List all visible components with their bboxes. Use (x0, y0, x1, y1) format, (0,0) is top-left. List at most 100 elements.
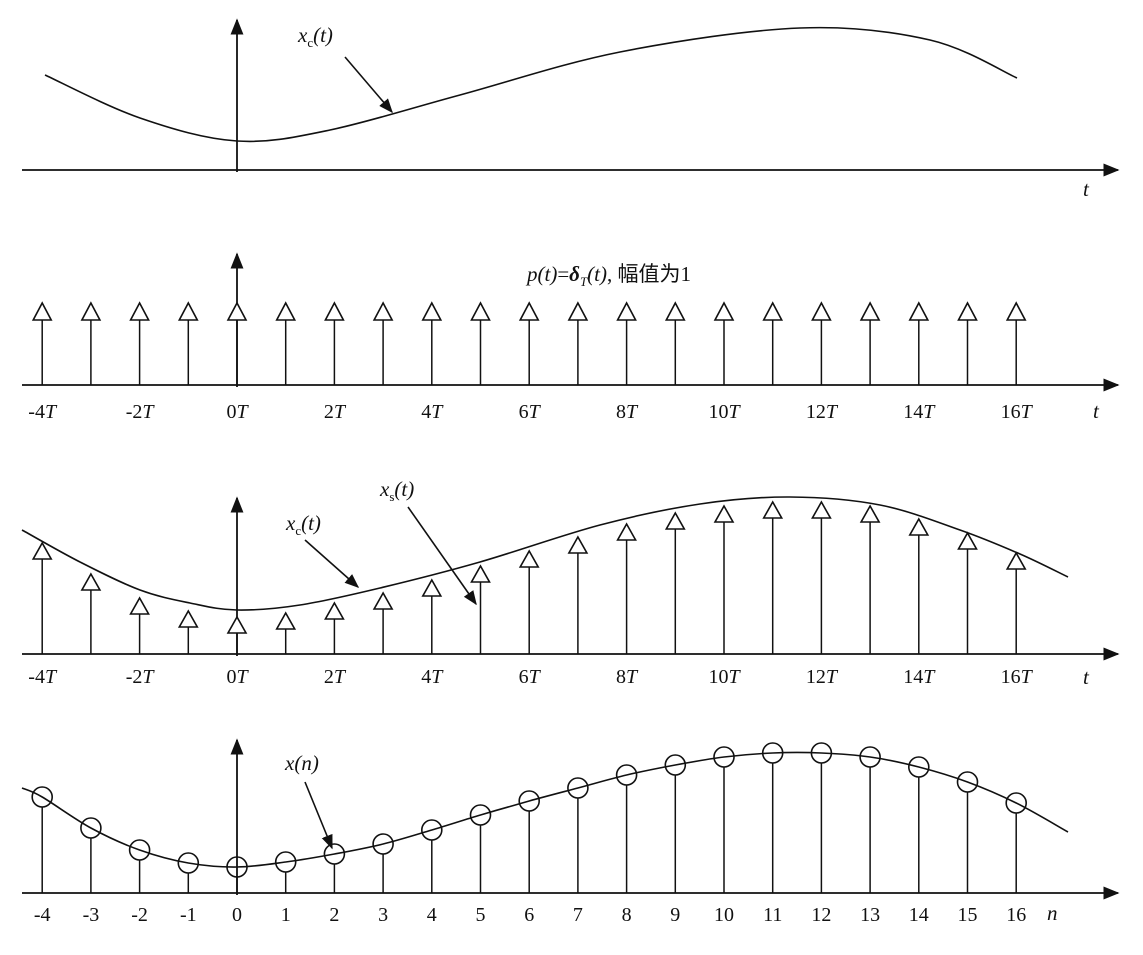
tick-label: 5 (476, 904, 486, 926)
impulse-head (762, 301, 784, 321)
xc-label: xc(t) (285, 511, 321, 538)
tick-label: 8T (616, 401, 639, 423)
tick-label: 10T (708, 666, 741, 688)
sequence-marker (956, 771, 979, 793)
sequence-marker (859, 746, 881, 768)
t-axis-label: t (1093, 399, 1100, 423)
tick-label: 6T (519, 666, 542, 688)
sample-head (80, 572, 102, 591)
t-axis-label: t (1083, 177, 1090, 201)
tick-labels: -4T -2T 0T 2T 4T 6T 8T 10T 12T 14T 16T (28, 666, 1033, 688)
impulse-head (664, 301, 686, 321)
sample-head (1005, 551, 1027, 570)
sequence-marker (274, 851, 297, 873)
tick-label: 13 (860, 904, 880, 926)
tick-label: 6 (524, 904, 534, 926)
tick-label: 14T (903, 401, 936, 423)
impulse-head (811, 301, 832, 321)
xn-envelope-curve (21, 751, 1069, 868)
sequence-marker (420, 819, 443, 841)
tick-label: -2 (131, 904, 148, 926)
impulse-head (908, 301, 930, 321)
sample-head (664, 511, 686, 530)
tick-label: 16T (1001, 666, 1034, 688)
sequence-marker (907, 756, 930, 778)
tick-label: -4 (34, 904, 51, 926)
impulse-head (1005, 301, 1027, 321)
sample-head (811, 500, 832, 519)
tick-label: 0T (226, 401, 249, 423)
sequence-marker (128, 839, 151, 861)
tick-label: -1 (180, 904, 197, 926)
tick-label: -3 (83, 904, 100, 926)
sample-head (762, 500, 784, 519)
tick-label: 1 (281, 904, 291, 926)
impulse-head (470, 301, 491, 321)
sequence-marker (713, 746, 735, 768)
tick-label: 15 (958, 904, 978, 926)
impulse-head (957, 301, 978, 321)
sample-head (31, 541, 53, 560)
tick-label: 14 (909, 904, 929, 926)
impulse-head (518, 301, 540, 321)
tick-label: 10T (708, 401, 741, 423)
sample-head (616, 522, 637, 541)
sequence-marker (761, 742, 784, 764)
impulse-head (567, 301, 589, 321)
tick-label: -4T (28, 666, 58, 688)
n-axis-label: n (1047, 901, 1058, 925)
sequence-marker (80, 817, 102, 839)
sample-head (372, 591, 394, 610)
impulse-head (421, 301, 443, 321)
sequence-marker (615, 764, 638, 786)
panel-discrete-sequence: x(n) -4 -3 -2 -1 0 1 2 3 4 5 6 7 8 9 10 11 12 13 14 15 16 n (21, 738, 1120, 926)
impulse-head (713, 301, 735, 321)
impulse-head (177, 301, 199, 321)
tick-label: 8 (622, 904, 632, 926)
sample-head (859, 504, 881, 523)
sequence-marker (518, 790, 541, 812)
tick-label: 2T (324, 401, 347, 423)
tick-label: 0 (232, 904, 242, 926)
sample-head (908, 517, 930, 536)
impulse-stems (31, 301, 1027, 385)
sample-head (275, 611, 297, 630)
tick-label: 16 (1006, 904, 1026, 926)
sample-head (129, 596, 150, 615)
sample-stems (31, 500, 1027, 654)
impulse-head (129, 301, 150, 321)
sequence-marker (810, 742, 833, 764)
panel-impulse-train: p(t)=δT(t), 幅值为1 -4T -2T 0T 2T 4T 6T 8T 10T 12T 1… (22, 252, 1120, 423)
xn-pointer-arrow (304, 781, 333, 850)
tick-label: 0T (226, 666, 249, 688)
sequence-marker (372, 833, 394, 855)
xs-pointer-arrow (407, 506, 477, 606)
xc-curve (44, 26, 1018, 143)
xs-label: xs(t) (379, 477, 414, 504)
tick-label: 6T (519, 401, 542, 423)
sequence-marker (1005, 792, 1028, 814)
tick-labels: -4T -2T 0T 2T 4T 6T 8T 10T 12T 14T 16T (28, 401, 1033, 423)
tick-label: 11 (763, 904, 782, 926)
sample-head (421, 578, 443, 597)
tick-label: 7 (573, 904, 583, 926)
tick-label: 12T (806, 666, 839, 688)
sample-head (324, 601, 345, 620)
panel-sampled-signal: xc(t) xs(t) -4T -2T 0T 2T 4T 6T 8T 10T 12T 14T 16T… (21, 477, 1120, 689)
impulse-head (80, 301, 102, 321)
tick-labels: -4 -3 -2 -1 0 1 2 3 4 5 6 7 8 9 10 11 12 13 14 15 16 (34, 904, 1026, 926)
sequence-marker (226, 856, 248, 878)
sample-head (957, 531, 978, 550)
tick-label: 14T (903, 666, 936, 688)
t-axis-label: t (1083, 665, 1090, 689)
xc-label: xc(t) (297, 23, 333, 50)
impulse-train-title: p(t)=δT(t), 幅值为1 (525, 262, 691, 289)
tick-label: 4 (427, 904, 437, 926)
tick-label: 16T (1001, 401, 1034, 423)
xn-label: x(n) (284, 751, 319, 775)
xc-pointer-arrow (344, 56, 393, 114)
sequence-marker (469, 804, 492, 826)
sample-head (177, 609, 199, 628)
sample-head (518, 549, 540, 568)
